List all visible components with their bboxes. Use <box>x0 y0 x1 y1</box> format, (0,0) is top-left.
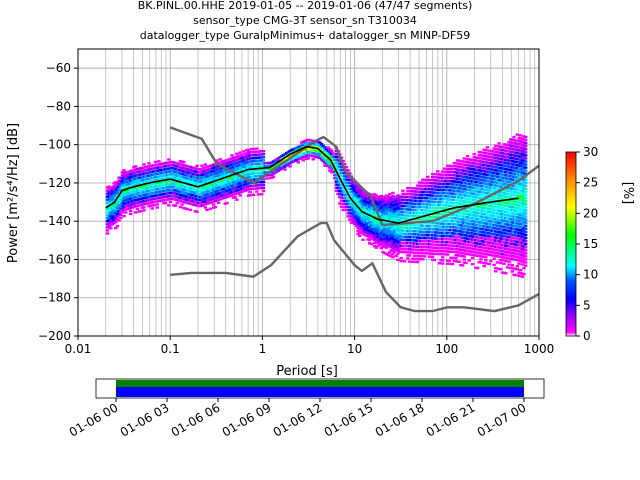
chart-title-line-1: BK.PINL.00.HHE 2019-01-05 -- 2019-01-06 … <box>138 0 473 12</box>
ppsd-heat-cells <box>105 133 528 278</box>
colorbar-tick-label: 5 <box>583 298 591 312</box>
y-tick-label: −200 <box>38 329 71 343</box>
colorbar-tick-label: 0 <box>583 329 591 343</box>
colorbar-tick-label: 20 <box>583 206 598 220</box>
plot-frame <box>77 48 540 337</box>
noise-model-low-line <box>170 221 540 313</box>
colorbar <box>565 151 577 337</box>
time-tick-label: 01-06 12 <box>271 400 325 439</box>
time-tick-label: 01-06 15 <box>322 400 376 439</box>
colorbar-tick-label: 30 <box>583 145 598 159</box>
coverage-green-band <box>116 380 524 387</box>
y-tick-label: −100 <box>38 138 71 152</box>
chart-title-line-2: sensor_type CMG-3T sensor_sn T310034 <box>193 14 417 27</box>
time-tick-label: 01-07 00 <box>475 400 529 439</box>
colorbar-ticks: 0 5 10 15 20 25 30 <box>576 145 598 343</box>
y-tick-label: −80 <box>46 99 71 113</box>
time-coverage-bar <box>95 378 545 399</box>
time-tick-label: 01-06 09 <box>220 400 274 439</box>
x-tick-label: 100 <box>435 342 458 356</box>
x-tick-label: 0.1 <box>161 342 180 356</box>
mean-psd-line <box>105 145 519 224</box>
x-tick-label: 0.01 <box>65 342 92 356</box>
colorbar-tick-label: 15 <box>583 237 598 251</box>
chart-title-line-3: datalogger_type GuralpMinimus+ datalogge… <box>140 29 471 42</box>
y-tick-label: −140 <box>38 214 71 228</box>
plot-area <box>77 48 540 337</box>
time-tick-label: 01-06 18 <box>373 400 427 439</box>
x-axis-label: Period [s] <box>276 364 338 379</box>
x-tick-label: 1 <box>259 342 267 356</box>
y-tick-label: −120 <box>38 176 71 190</box>
y-tick-label: −180 <box>38 291 71 305</box>
coverage-blue-band <box>116 387 524 397</box>
time-tick-label: 01-06 00 <box>67 400 121 439</box>
x-tick-label: 1000 <box>524 342 555 356</box>
y-tick-label: −60 <box>46 61 71 75</box>
colorbar-label: [%] <box>620 182 635 205</box>
colorbar-tick-label: 25 <box>583 176 598 190</box>
noise-model-high-line <box>169 126 540 227</box>
y-tick-label: −160 <box>38 252 71 266</box>
time-tick-label: 01-06 06 <box>169 400 223 439</box>
time-tick-label: 01-06 21 <box>424 400 478 439</box>
y-axis: −200 −180 −160 −140 −120 −100 −80 −60 <box>38 61 78 343</box>
colorbar-tick-label: 10 <box>583 268 598 282</box>
y-axis-label: Power [m²/s⁴/Hz] [dB] <box>6 123 21 263</box>
x-axis: 0.01 0.1 1 10 100 1000 <box>65 336 555 356</box>
time-tick-label: 01-06 03 <box>118 400 172 439</box>
x-tick-label: 10 <box>347 342 362 356</box>
